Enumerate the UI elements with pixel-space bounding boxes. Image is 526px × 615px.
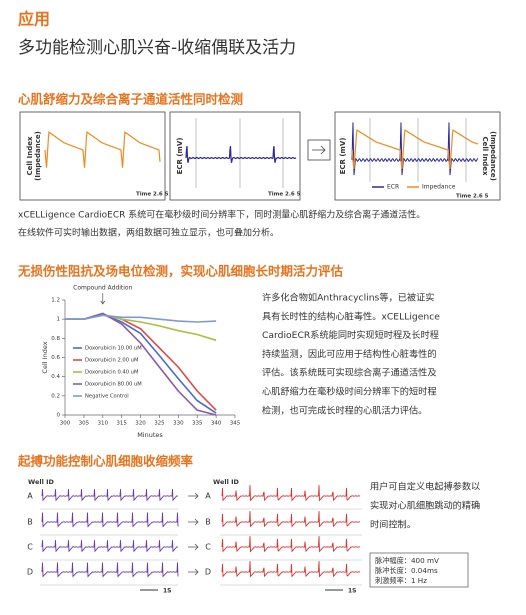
y-tick-label: 1.2 (51, 298, 60, 304)
waveform (44, 131, 161, 168)
axis-label: Cell Index (26, 136, 34, 175)
paragraph-line: 在线软件可实时输出数据，两组数据可独立显示，也可叠加分析。 (18, 227, 279, 239)
waveform (41, 512, 179, 528)
waveform (221, 511, 361, 528)
waveform (41, 562, 179, 578)
arrow (188, 492, 199, 500)
x-tick-label: 325 (154, 421, 165, 427)
axis-label: ECR (mV) (176, 138, 184, 175)
legend-label: Negative Control (85, 394, 129, 400)
well-label: B (27, 518, 33, 527)
paragraph-line: 检测，也可完成长时程的心肌活力评估。 (262, 404, 427, 416)
axis-label: (Impedance) (34, 131, 42, 181)
arrow (188, 543, 199, 551)
waveform (41, 540, 179, 553)
param-box (369, 552, 469, 588)
param-line: 脉冲长度：0.04ms (375, 566, 438, 575)
page-title: 应用 (18, 10, 50, 29)
waveform (221, 485, 361, 502)
well-header: Well ID (213, 478, 239, 486)
time-label: Time 2.6 5 (268, 192, 301, 198)
line-chart: 0 0.2 0.4 0.6 0.8 1 1.2 300 305 310 315 320 325 330 33… (41, 285, 241, 440)
x-tick-label: 320 (135, 421, 146, 427)
arrow (188, 518, 199, 526)
x-tick-label: 305 (79, 421, 90, 427)
x-axis-label: Minutes (137, 431, 163, 439)
x-tick-label: 340 (211, 421, 222, 427)
annotation-arrow (100, 293, 106, 305)
paragraph-line: 许多化合物如Anthracyclins等，已被证实 (262, 292, 434, 304)
time-label: Time 2.6 5 (456, 194, 489, 200)
legend-label: ECR (387, 184, 399, 191)
panel-frame (169, 111, 301, 201)
well-label: C (27, 543, 33, 552)
well-label: A (205, 492, 211, 501)
pacing-panels: A A B B C C D D 1S 1S 用户可自定义电起搏参数以实现对心肌细胞跳动的精确时间控制… (27, 481, 480, 595)
time-label: Time 2.6 5 (136, 192, 169, 198)
paragraph-line: CardioECR系统能同时实现短时程及长时程 (262, 329, 439, 341)
x-tick-label: 335 (192, 421, 203, 427)
y-tick-label: 0.2 (51, 393, 60, 399)
x-tick-label: 315 (116, 421, 127, 427)
series-line (65, 314, 217, 323)
axis-label: ECR (mV) (339, 138, 347, 175)
waveform (351, 122, 479, 176)
paragraph-line: 时间控制。 (370, 519, 416, 531)
well-label: C (205, 543, 211, 552)
legend-label: Impedance (422, 184, 456, 191)
page-subtitle: 多功能检测心肌兴奋-收缩偶联及活力 (18, 38, 296, 58)
paragraph-line: 具有长时性的结构心脏毒性。xCELLigence (262, 310, 440, 322)
waveform (185, 146, 297, 163)
y-tick-label: 0.8 (51, 336, 60, 342)
scale-label: 1S (163, 588, 172, 595)
arrow (188, 568, 199, 576)
paragraph-line: 持续监测，因此可应用于结构性心脏毒性的 (262, 348, 437, 360)
paragraph-line: 用户可自定义电起搏参数以 (370, 481, 480, 493)
param-line: 脉冲幅度：400 mV (375, 556, 439, 565)
panel-frame (19, 111, 166, 201)
x-tick-label: 345 (230, 421, 241, 427)
well-label: A (27, 492, 33, 501)
axis-label: Cell Index (481, 137, 489, 176)
legend-label: Doxorubicin 2.00 uM (85, 358, 138, 364)
paragraph-line: 评估。该系统既可实现综合离子通道活性及 (262, 367, 437, 379)
legend-label: Doxorubicin 80.00 uM (85, 382, 142, 388)
panel-frame (334, 111, 501, 201)
scale-label: 1S (348, 588, 357, 595)
param-line: 刺激频率：1 Hz (375, 576, 427, 585)
y-axis-label: Cell Index (41, 341, 49, 373)
paragraph-line: 心肌舒缩力在毫秒级时间分辨率下的短时程 (262, 386, 437, 398)
arrow-box (307, 139, 331, 161)
y-tick-label: 0 (57, 413, 61, 419)
x-tick-label: 300 (60, 421, 71, 427)
arrow (312, 145, 326, 155)
annotation: Compound Addition (73, 285, 132, 292)
section-title: 起搏功能控制心肌细胞收缩频率 (17, 454, 194, 469)
waveform (221, 561, 361, 578)
axis-label: (Impedance) (489, 131, 497, 181)
waveform (351, 129, 479, 169)
y-tick-label: 0.6 (51, 355, 60, 361)
section-title: 无损伤性阻抗及场电位检测，实现心肌细胞长时期活力评估 (17, 264, 344, 279)
section-title: 心肌舒缩力及综合离子通道活性同时检测 (18, 92, 243, 107)
paragraph-line: xCELLigence CardioECR 系统可在毫秒级时间分辨率下，同时测量… (18, 209, 425, 221)
well-label: B (205, 518, 211, 527)
well-header: Well ID (28, 478, 54, 486)
waveform (221, 536, 361, 553)
paragraph-line: 实现对心肌细胞跳动的精确 (370, 500, 480, 512)
legend-label: Doxorubicin 0.40 uM (85, 370, 138, 376)
y-tick-label: 1 (57, 317, 61, 323)
well-label: D (27, 568, 33, 577)
legend-label: Doxorubicin 10.00 uM (85, 346, 142, 352)
well-label: D (205, 568, 211, 577)
x-tick-label: 310 (98, 421, 109, 427)
x-tick-label: 330 (173, 421, 184, 427)
y-tick-label: 0.4 (51, 374, 60, 380)
waveform (41, 489, 179, 502)
